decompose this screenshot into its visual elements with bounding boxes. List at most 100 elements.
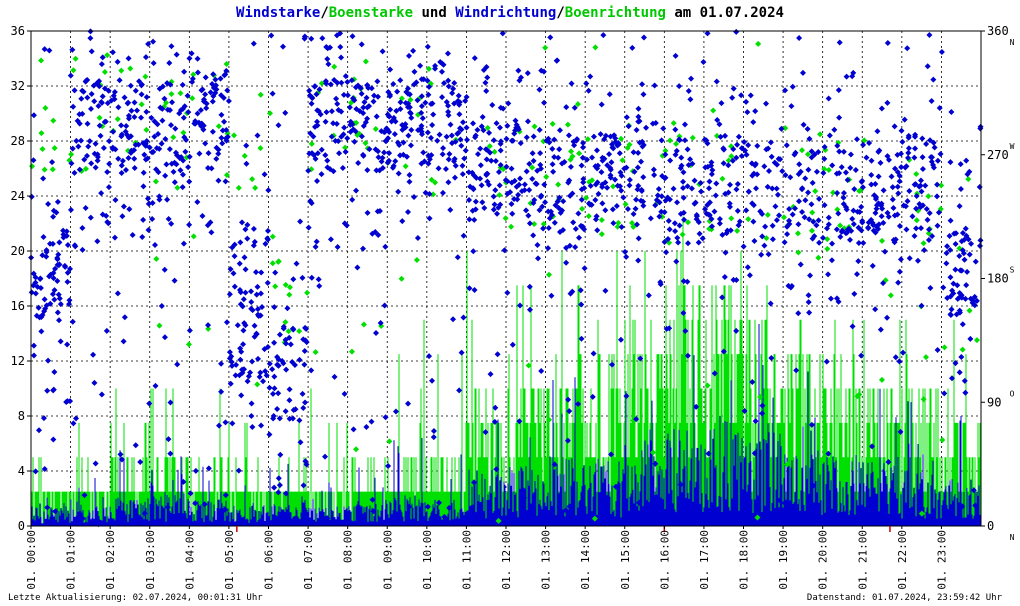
gust-direction-point [38,57,45,64]
gust-direction-point [734,227,741,234]
wind-direction-point [693,211,700,218]
gust-direction-point [959,346,966,353]
wind-direction-point [57,338,64,345]
wind-direction-point [868,157,875,164]
wind-direction-point [613,202,620,209]
wind-direction-point [897,428,904,435]
gust-direction-point [626,141,633,148]
wind-direction-point [838,164,845,171]
wind-direction-point [550,168,557,175]
wind-direction-point [406,91,413,98]
wind-direction-point [189,75,196,82]
gust-direction-point [275,258,282,265]
gust-direction-point [342,144,349,151]
wind-direction-point [91,98,98,105]
gust-direction-point [508,223,515,230]
wind-direction-point [579,154,586,161]
wind-direction-point [927,137,934,144]
x-tick-label: 01. 01:00 [65,530,78,590]
wind-direction-point [640,202,647,209]
gust-direction-point [719,175,726,182]
gust-direction-point [266,110,273,117]
wind-direction-point [51,287,58,294]
wind-direction-point [958,294,965,301]
wind-direction-point [674,199,681,206]
wind-direction-point [709,223,716,230]
wind-direction-point [676,83,683,90]
wind-direction-point [813,168,820,175]
wind-direction-point [777,156,784,163]
wind-direction-point [815,149,822,156]
wind-direction-point [50,269,57,276]
wind-direction-point [279,43,286,50]
wind-direction-point [364,104,371,111]
wind-direction-point [394,88,401,95]
gust-direction-point [531,123,538,130]
wind-direction-point [472,198,479,205]
wind-direction-point [306,87,313,94]
wind-direction-point [257,290,264,297]
wind-direction-point [170,168,177,175]
wind-direction-point [725,162,732,169]
wind-direction-point [315,276,322,283]
wind-direction-point [497,147,504,154]
wind-direction-point [700,59,707,66]
wind-direction-point [397,99,404,106]
wind-direction-point [261,171,268,178]
gust-direction-point [591,515,598,522]
wind-direction-point [712,192,719,199]
wind-direction-point [840,201,847,208]
wind-direction-point [133,107,140,114]
wind-direction-point [685,240,692,247]
wind-direction-point [386,113,393,120]
gust-direction-point [755,40,762,47]
wind-direction-point [242,289,249,296]
wind-direction-point [763,100,770,107]
wind-direction-point [276,482,283,489]
wind-direction-point [188,50,195,57]
wind-direction-point [410,47,417,54]
gust-direction-point [861,137,868,144]
wind-direction-point [248,400,255,407]
y-left-tick-label: 4 [18,464,25,478]
wind-direction-point [343,222,350,229]
wind-direction-point [896,223,903,230]
wind-direction-point [428,152,435,159]
wind-direction-point [94,238,101,245]
wind-direction-point [290,276,297,283]
wind-direction-point [99,93,106,100]
wind-direction-point [572,225,579,232]
wind-direction-point [30,157,37,164]
wind-direction-point [482,79,489,86]
wind-direction-point [609,206,616,213]
wind-direction-point [505,100,512,107]
wind-direction-point [578,335,585,342]
wind-direction-point [844,177,851,184]
last-update-label: Letzte Aktualisierung: 02.07.2024, 00:01… [8,593,263,603]
wind-direction-point [903,520,910,527]
wind-direction-point [970,487,977,494]
wind-direction-point [435,499,442,506]
wind-direction-point [501,247,508,254]
wind-direction-point [441,80,448,87]
title-part-gust-speed: Boenstarke [328,5,414,21]
wind-direction-point [35,427,42,434]
wind-direction-point [759,233,766,240]
gust-direction-point [190,233,197,240]
wind-direction-point [313,238,320,245]
wind-direction-point [583,80,590,87]
wind-direction-point [143,108,150,115]
wind-direction-point [538,367,545,374]
gust-direction-point [567,156,574,163]
wind-direction-point [633,416,640,423]
wind-direction-point [85,143,92,150]
wind-direction-point [570,219,577,226]
wind-direction-point [41,296,48,303]
wind-direction-point [399,126,406,133]
wind-direction-point [676,137,683,144]
wind-direction-point [826,132,833,139]
wind-direction-point [408,127,415,134]
wind-direction-point [911,154,918,161]
wind-direction-point [490,193,497,200]
wind-direction-point [138,91,145,98]
